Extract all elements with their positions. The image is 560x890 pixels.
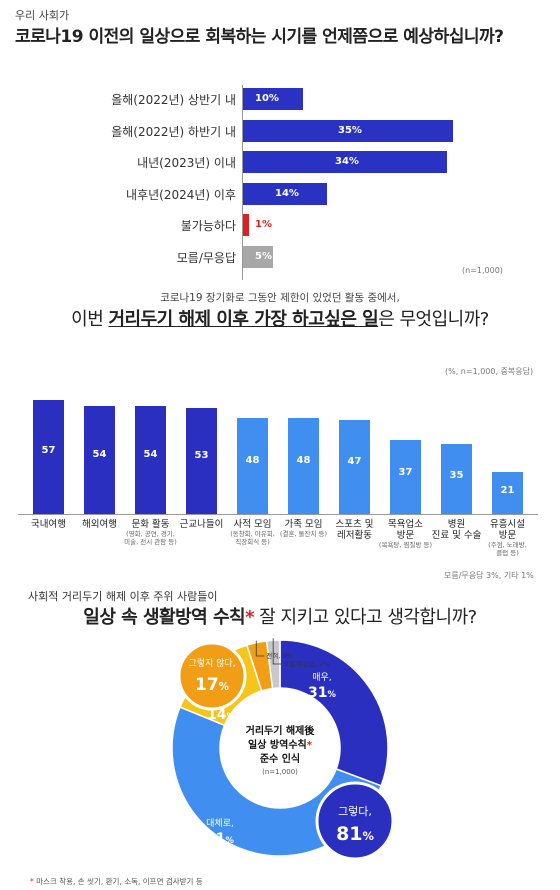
vbar-category-label: 유흥시설 방문 (주점, 노래방, 클럽 등) [488, 519, 527, 557]
vbar-value-label: 47 [347, 456, 362, 468]
vbar-bar [84, 406, 115, 514]
section2-title: 이번 거리두기 해제 이후 가장 하고싶은 일은 무엇입니까? [71, 309, 489, 330]
hbar-value-label: 5% [255, 250, 272, 262]
donut-small-label: 모름/무응답, 2% [283, 660, 330, 668]
section1-title: 코로나19 이전의 일상으로 회복하는 시기를 언제쯤으로 예상하십니까? [15, 27, 504, 47]
donut-center-line2: 일상 방역수칙* [248, 738, 313, 751]
donut-slice-name: 대체로, [206, 818, 234, 829]
vbar-value-label: 35 [449, 469, 464, 481]
hbar-bar [243, 119, 453, 142]
vbar-value-label: 48 [296, 455, 311, 467]
section1-sample-note: (n=1,000) [462, 266, 503, 275]
hbar-bar [243, 214, 249, 236]
donut-slice-value: 51% [206, 831, 234, 847]
vbar-value-label: 48 [245, 455, 260, 467]
vbar-value-label: 37 [398, 467, 413, 479]
vbar-baseline [18, 514, 538, 515]
group-bubble-agree-name: 그렇다, [338, 805, 372, 818]
vbar-category-label: 병원 진료 및 수술 [431, 519, 482, 541]
hbar-value-label: 10% [255, 93, 279, 104]
group-bubble-disagree-name: 그렇지 않다, [188, 658, 235, 669]
section2-footer-note: 모름/무응답 3%, 기타 1% [444, 571, 534, 580]
section1-intro: 우리 사회가 [15, 9, 70, 22]
vbar-category-label: 해외여행 [82, 519, 117, 530]
hbar-value-label: 1% [255, 219, 272, 230]
hbar-value-label: 35% [338, 124, 362, 136]
hbar-label: 모름/무응답 [176, 250, 236, 265]
section2-sample-note: (%, n=1,000, 중복응답) [445, 367, 534, 376]
group-bubble-agree [315, 781, 395, 861]
donut-center-sample: (n=1,000) [262, 768, 298, 776]
section3-intro: 사회적 거리두기 해제 이후 주위 사람들이 [28, 590, 218, 603]
vbar-bar [288, 418, 319, 514]
hbar-bar [243, 182, 327, 205]
vbar-bar [492, 472, 523, 514]
donut-slice-value: 14% [207, 707, 235, 723]
vbar-bar [339, 420, 370, 514]
hbar-label: 올해(2022년) 하반기 내 [111, 124, 236, 139]
vbar-value-label: 57 [41, 445, 56, 457]
group-bubble-disagree [177, 641, 247, 711]
hbar-label: 내후년(2024년) 이후 [126, 187, 236, 202]
vbar-value-label: 21 [500, 484, 515, 496]
donut-slice [279, 639, 389, 787]
vbar-value-label: 54 [92, 448, 107, 460]
vbar-category-label: 스포츠 및 레저활동 [335, 519, 374, 541]
footnote: * 마스크 착용, 손 씻기, 환기, 소독, 이프면 검사받기 등 [30, 877, 203, 886]
vbar-bar [33, 400, 64, 514]
vbar-category-label: 근교나들이 [179, 519, 224, 530]
donut-small-label: 전혀, 3% [266, 651, 292, 660]
hbar-bar [243, 245, 273, 268]
donut-slice-value: 31% [308, 685, 336, 701]
vbar-bar [237, 418, 268, 514]
vbar-category-label: 문화 활동 (영화, 공연, 경기, 미술, 전시 관람 등) [124, 519, 177, 546]
donut-center-line3: 준수 인식 [260, 752, 300, 765]
vbar-category-label: 목욕업소 방문 (목욕탕, 찜질방 등) [378, 519, 433, 549]
vbar-category-label: 사적 모임 (동창회, 야유회, 직장회식 등) [230, 519, 275, 546]
group-bubble-agree-value: 81% [336, 823, 374, 845]
donut-leader-line [255, 640, 265, 657]
vbar-bar [135, 406, 166, 514]
hbar-label: 불가능하다 [180, 219, 236, 233]
donut-center-line1: 거리두기 해제後 [246, 724, 316, 737]
hbar-value-label: 14% [275, 187, 299, 199]
hbar-bar [243, 88, 303, 110]
vbar-bar [186, 408, 217, 514]
section3-title: 일상 속 생활방역 수칙* 잘 지키고 있다고 생각합니까? [83, 607, 477, 628]
vbar-value-label: 54 [143, 448, 158, 460]
donut-chart: 매우,31%대체로,51%별로,14%전혀, 3%모름/무응답, 2%그렇다,8… [171, 638, 395, 861]
section2-intro: 코로나19 장기화로 그동안 제한이 있었던 활동 중에서, [160, 292, 400, 304]
vbar-category-label: 가족 모임 (결혼, 돌잔치 등) [279, 519, 328, 538]
vbar-bar [441, 444, 472, 514]
donut-leader-line [272, 638, 282, 665]
vbar-bar [390, 440, 421, 514]
vbar-value-label: 53 [194, 449, 209, 461]
donut-slice-name: 매우, [312, 672, 331, 683]
hbar-bar [243, 151, 447, 173]
hbar-axis-line [242, 85, 243, 280]
vbar-category-label: 국내여행 [31, 519, 66, 530]
hbar-label: 올해(2022년) 상반기 내 [111, 93, 236, 107]
hbar-label: 내년(2023년) 이내 [137, 156, 236, 170]
hbar-value-label: 34% [335, 156, 359, 167]
